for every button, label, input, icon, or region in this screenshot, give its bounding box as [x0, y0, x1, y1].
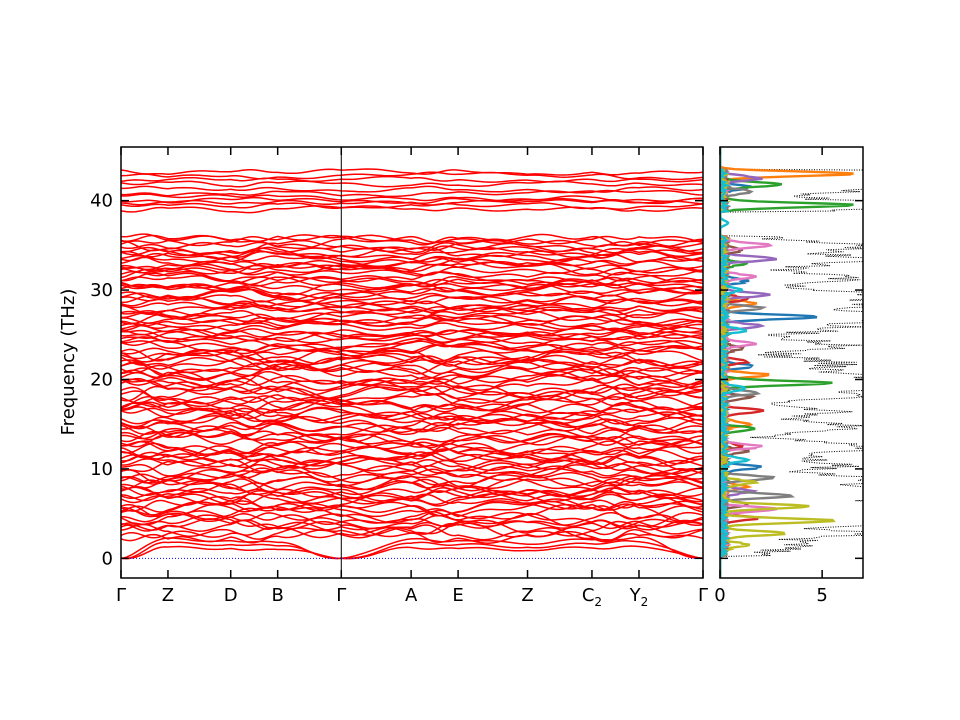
band-line-0: [121, 545, 703, 560]
dos-x-tick-label-5: 5: [816, 585, 827, 606]
band-line-67: [121, 358, 703, 377]
band-line-105: [121, 264, 703, 282]
kpoint-label-9: Y2: [629, 585, 649, 609]
kpoint-label-7: Z: [521, 585, 533, 606]
y-tick-label-30: 30: [90, 280, 113, 301]
dos-x-tick-label-0: 0: [714, 585, 725, 606]
kpoint-label-1: Z: [162, 585, 174, 606]
band-line-79: [121, 328, 703, 343]
band-line-87: [121, 313, 703, 326]
band-line-119: [121, 233, 703, 248]
band-line-126: [121, 189, 703, 198]
band-line-65: [121, 362, 703, 379]
band-line-63: [121, 367, 703, 386]
band-line-36: [121, 440, 703, 461]
band-line-26: [121, 465, 703, 484]
band-line-120: [121, 233, 703, 245]
y-tick-label-10: 10: [90, 459, 113, 480]
band-line-104: [121, 270, 703, 283]
band-line-81: [121, 324, 703, 342]
kpoint-label-3: B: [271, 585, 283, 606]
band-structure-panel: 0 10 20 30 40 Γ Z D B Γ A E Z C2 Y2 Γ Frequency (THz): [58, 146, 708, 609]
band-line-60: [121, 374, 703, 395]
band-line-19: [121, 486, 703, 502]
band-line-103: [121, 272, 703, 288]
band-line-76: [121, 337, 703, 352]
pdos-series-9: [720, 147, 752, 578]
dos-plot-frame: [719, 146, 864, 579]
band-line-14: [121, 498, 703, 517]
band-line-108: [121, 260, 703, 276]
band-line-68: [121, 355, 703, 377]
band-line-127: [121, 185, 703, 194]
band-line-125: [121, 193, 703, 203]
kpoint-label-5: A: [405, 585, 418, 606]
band-line-84: [121, 319, 703, 332]
band-line-3: [121, 524, 703, 544]
band-line-129: [121, 175, 703, 183]
kpoint-label-0: Γ: [116, 585, 126, 606]
band-line-74: [121, 342, 703, 356]
projected-dos-curves: [720, 147, 854, 578]
y-tick-label-20: 20: [90, 369, 113, 390]
band-line-30: [121, 455, 703, 474]
kpoint-label-6: E: [452, 585, 463, 606]
kpoint-label-2: D: [224, 585, 238, 606]
band-line-5: [121, 520, 703, 539]
band-line-106: [121, 263, 703, 276]
band-line-25: [121, 467, 703, 486]
band-line-47: [121, 410, 703, 430]
band-line-9: [121, 510, 703, 530]
band-line-8: [121, 510, 703, 532]
band-line-66: [121, 361, 703, 382]
band-line-100: [121, 278, 703, 293]
band-line-128: [121, 180, 703, 188]
band-line-51: [121, 401, 703, 420]
kpoint-label-10: Γ: [698, 585, 708, 606]
band-line-18: [121, 490, 703, 507]
band-line-113: [121, 246, 703, 261]
dos-y-axis-ticks: [720, 199, 863, 560]
y-axis-label: Frequency (THz): [58, 289, 79, 436]
band-line-54: [121, 390, 703, 411]
kpoint-label-4: Γ: [336, 585, 346, 606]
band-line-56: [121, 386, 703, 405]
band-line-75: [121, 340, 703, 353]
y-axis-ticks: 0 10 20 30 40: [90, 191, 703, 569]
band-line-31: [121, 451, 703, 472]
band-line-92: [121, 300, 703, 314]
band-line-97: [121, 287, 703, 302]
band-line-122: [121, 202, 703, 210]
band-line-38: [121, 433, 703, 455]
band-line-70: [121, 350, 703, 369]
y-tick-label-40: 40: [90, 191, 113, 212]
band-line-69: [121, 355, 703, 371]
band-line-86: [121, 312, 703, 327]
band-line-1: [121, 540, 703, 560]
band-line-29: [121, 457, 703, 476]
band-line-77: [121, 336, 703, 352]
band-line-94: [121, 294, 703, 308]
band-plot-frame: [120, 146, 704, 579]
band-line-46: [121, 413, 703, 433]
band-line-55: [121, 390, 703, 412]
y-tick-label-0: 0: [102, 548, 113, 569]
band-line-131: [121, 168, 703, 176]
band-line-96: [121, 288, 703, 306]
band-line-116: [121, 239, 703, 255]
band-line-111: [121, 253, 703, 268]
kpoint-label-8: C2: [582, 585, 602, 609]
band-lines: [121, 168, 703, 560]
band-line-43: [121, 421, 703, 440]
band-line-90: [121, 305, 703, 319]
